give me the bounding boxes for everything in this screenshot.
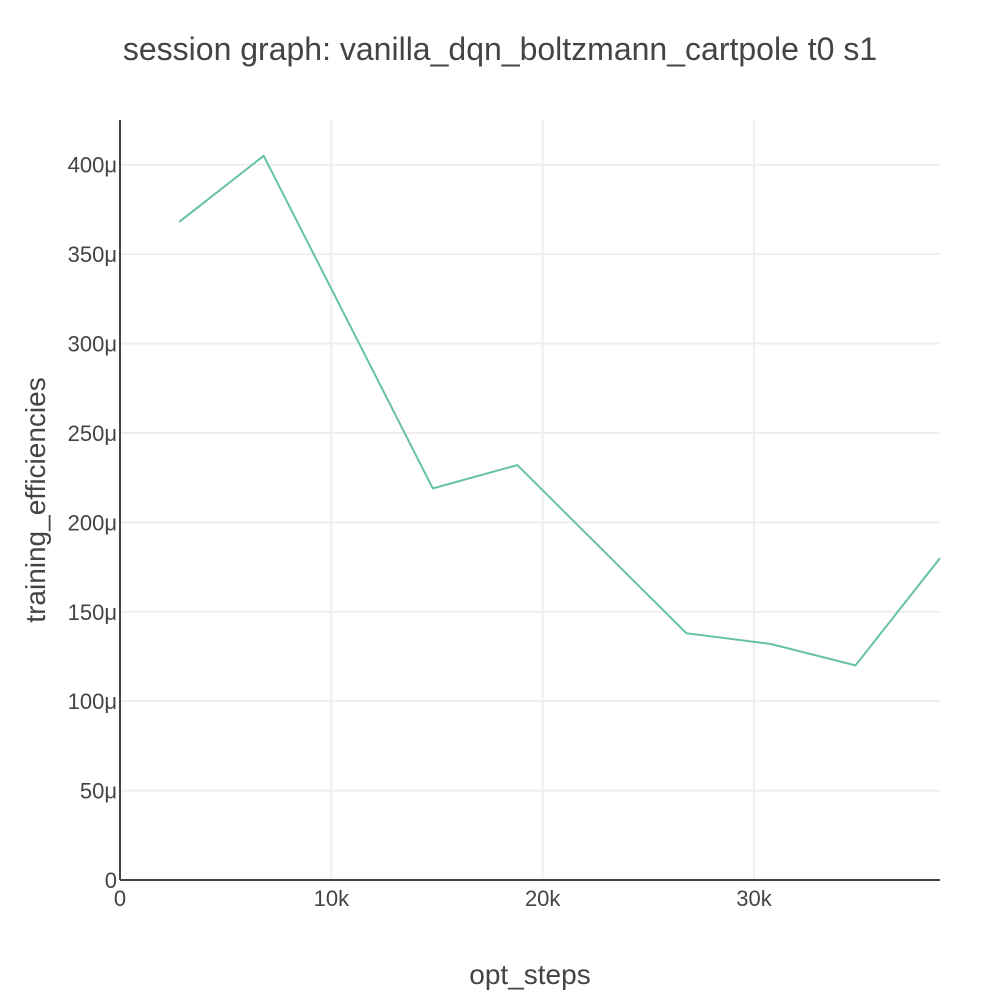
y-axis-label: training_efficiencies — [20, 377, 51, 622]
y-tick-label: 350μ — [68, 242, 117, 267]
x-axis-label: opt_steps — [469, 959, 590, 990]
y-tick-label: 150μ — [68, 600, 117, 625]
y-tick-label: 0 — [105, 868, 117, 893]
y-tick-label: 400μ — [68, 153, 117, 178]
y-tick-label: 300μ — [68, 332, 117, 357]
axes — [119, 120, 940, 881]
series-line — [178, 154, 941, 667]
y-tick-label: 50μ — [80, 779, 117, 804]
y-tick-label: 250μ — [68, 421, 117, 446]
x-tick-label: 10k — [314, 886, 350, 911]
series-group — [178, 154, 941, 667]
tick-labels: 0 50μ 100μ 150μ 200μ 250μ 300μ 350μ 400μ 0 10k 20k 3… — [68, 153, 773, 911]
chart-title: session graph: vanilla_dqn_boltzmann_car… — [123, 31, 877, 67]
x-tick-label: 30k — [736, 886, 772, 911]
y-tick-label: 200μ — [68, 510, 117, 535]
x-tick-label: 20k — [525, 886, 561, 911]
y-tick-label: 100μ — [68, 689, 117, 714]
x-tick-label: 0 — [114, 886, 126, 911]
grid — [120, 120, 940, 880]
